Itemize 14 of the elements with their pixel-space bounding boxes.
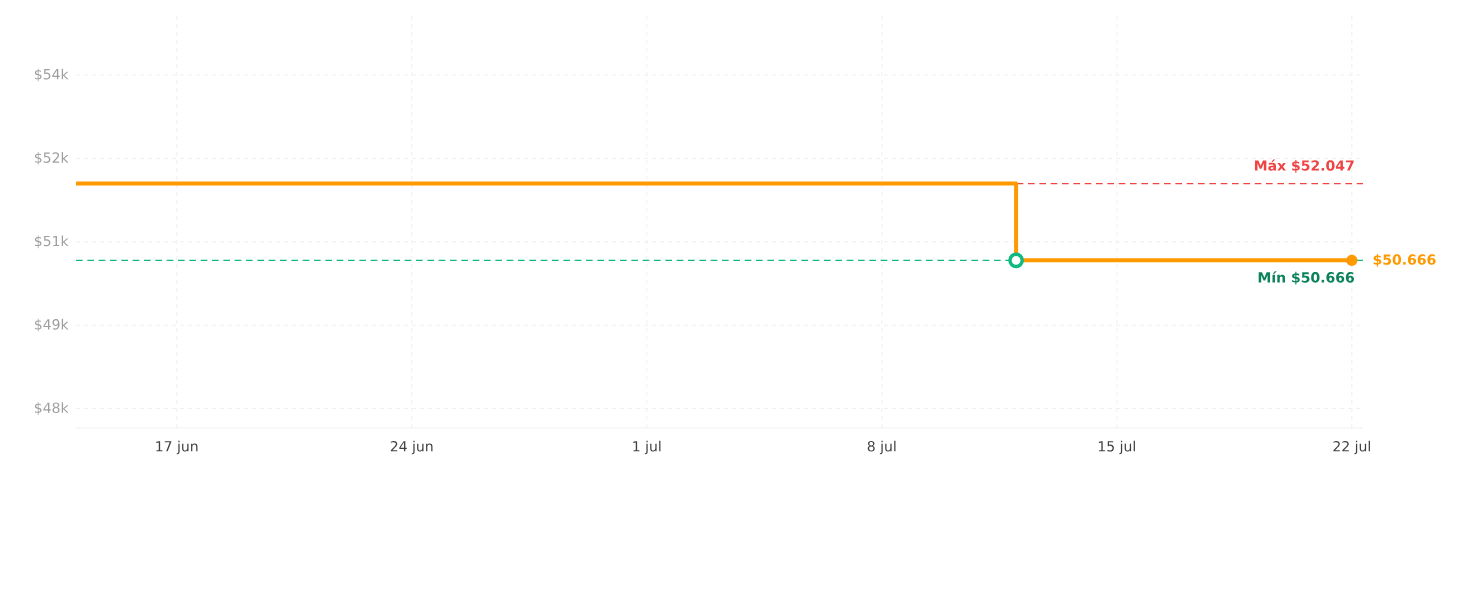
- x-tick-label: 1 jul: [633, 440, 661, 455]
- x-tick-label: 22 jul: [1333, 440, 1370, 455]
- y-tick-label: $49k: [34, 318, 69, 332]
- y-tick-label: $48k: [34, 402, 69, 415]
- x-tick-label: 8 jul: [867, 440, 896, 455]
- ref-line-label: Mín $50.666: [1258, 271, 1355, 285]
- ref-line-label: Máx $52.047: [1254, 159, 1354, 173]
- x-tick-label: 17 jun: [156, 440, 198, 455]
- x-tick-label: 24 jun: [390, 440, 433, 455]
- y-tick-label: $54k: [34, 68, 69, 82]
- x-tick-label: 15 jul: [1098, 440, 1135, 455]
- annotation: $50.666: [1373, 254, 1436, 267]
- y-tick-label: $51k: [34, 235, 69, 249]
- y-tick-label: $52k: [34, 152, 69, 165]
